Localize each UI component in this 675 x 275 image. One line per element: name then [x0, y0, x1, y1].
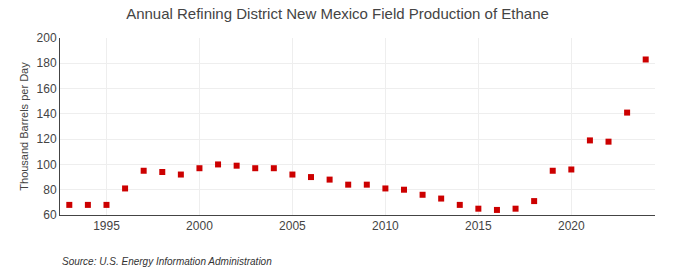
svg-text:Thousand Barrels per Day: Thousand Barrels per Day — [18, 62, 30, 191]
svg-text:120: 120 — [37, 132, 57, 146]
svg-text:180: 180 — [37, 56, 57, 70]
svg-text:160: 160 — [37, 82, 57, 96]
svg-text:2015: 2015 — [465, 219, 492, 233]
svg-text:100: 100 — [37, 158, 57, 172]
svg-text:Annual Refining District New M: Annual Refining District New Mexico Fiel… — [126, 5, 549, 22]
svg-text:60: 60 — [43, 208, 57, 222]
svg-text:2005: 2005 — [279, 219, 306, 233]
svg-text:2010: 2010 — [372, 219, 399, 233]
svg-text:200: 200 — [37, 31, 57, 45]
svg-text:80: 80 — [43, 183, 57, 197]
svg-text:2000: 2000 — [186, 219, 213, 233]
svg-text:Source: U.S. Energy Informatio: Source: U.S. Energy Information Administ… — [62, 256, 272, 267]
svg-text:140: 140 — [37, 107, 57, 121]
svg-text:2020: 2020 — [558, 219, 585, 233]
svg-text:1995: 1995 — [93, 219, 120, 233]
